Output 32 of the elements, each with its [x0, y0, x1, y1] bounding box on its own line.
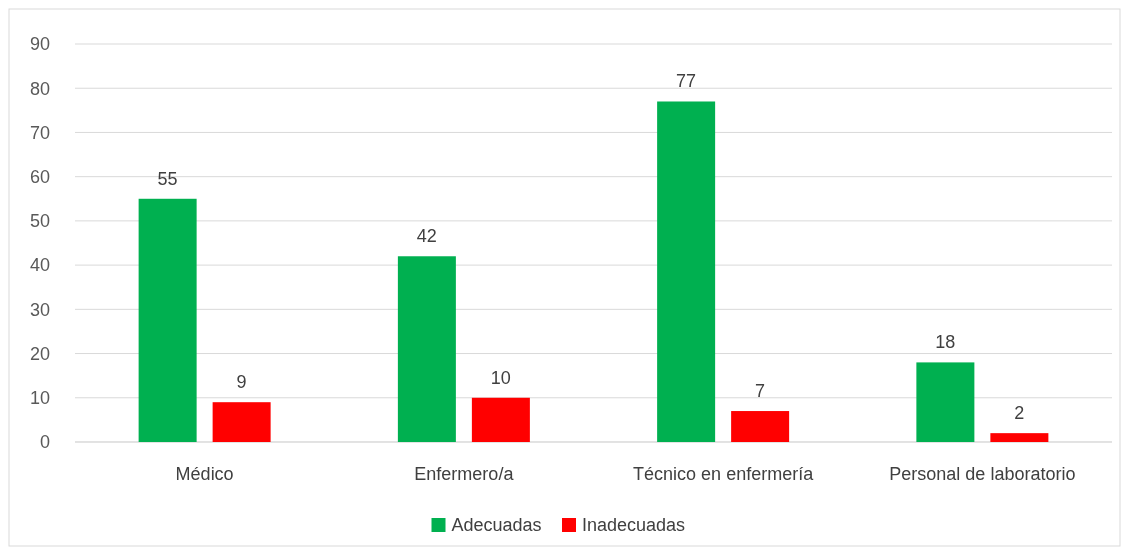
y-tick-label: 20	[29, 343, 50, 364]
data-label: 10	[490, 367, 511, 388]
x-tick-label: Médico	[175, 464, 234, 484]
y-tick-label: 0	[39, 432, 50, 453]
data-label: 55	[157, 168, 178, 189]
data-label: 7	[755, 381, 766, 402]
legend-label: Adecuadas	[451, 515, 542, 536]
bar	[397, 256, 456, 442]
bar	[916, 362, 975, 442]
y-tick-label: 10	[29, 388, 50, 409]
data-label: 18	[935, 332, 956, 353]
bar	[212, 402, 271, 442]
bar	[657, 101, 716, 442]
data-label: 9	[236, 372, 247, 393]
y-tick-label: 70	[29, 122, 50, 143]
x-tick-label: Enfermero/a	[414, 464, 515, 484]
data-label: 42	[416, 226, 437, 247]
legend-label: Inadecuadas	[582, 515, 686, 536]
y-tick-label: 50	[29, 211, 50, 232]
y-tick-label: 40	[29, 255, 50, 276]
bar	[138, 198, 197, 442]
data-label: 77	[676, 71, 697, 92]
x-tick-label: Técnico en enfermería	[633, 464, 815, 484]
x-tick-label: Personal de laboratorio	[889, 464, 1076, 484]
y-tick-label: 60	[29, 166, 50, 187]
y-tick-label: 80	[29, 78, 50, 99]
bar	[990, 433, 1049, 442]
y-tick-label: 30	[29, 299, 50, 320]
data-label: 2	[1014, 403, 1025, 424]
y-tick-label: 90	[29, 34, 50, 55]
bar	[731, 411, 790, 442]
bar	[471, 397, 530, 442]
